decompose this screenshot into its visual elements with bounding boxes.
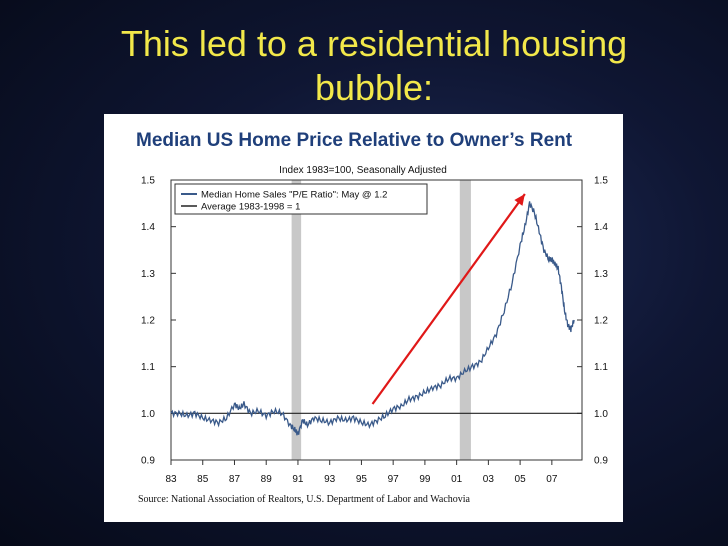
chart-panel: Median US Home Price Relative to Owner’s… — [104, 114, 623, 522]
legend-label-series: Median Home Sales "P/E Ratio": May @ 1.2 — [201, 190, 387, 201]
y-tick-label-left: 1.1 — [141, 362, 155, 373]
x-tick-label: 89 — [261, 474, 273, 485]
x-tick-label: 07 — [546, 474, 558, 485]
legend-box — [174, 183, 428, 215]
x-tick-label: 83 — [165, 474, 177, 485]
y-tick-label-left: 1.0 — [141, 409, 155, 420]
y-tick-label-left: 1.5 — [141, 176, 155, 187]
x-tick-label: 05 — [515, 474, 527, 485]
y-tick-label-right: 0.9 — [594, 456, 608, 467]
y-tick-label-left: 1.2 — [141, 316, 155, 327]
x-tick-label: 85 — [197, 474, 209, 485]
x-tick-label: 93 — [324, 474, 336, 485]
y-tick-label-right: 1.5 — [594, 176, 608, 187]
legend: Median Home Sales "P/E Ratio": May @ 1.2… — [174, 183, 428, 215]
housing-chart: Median US Home Price Relative to Owner’s… — [136, 130, 608, 505]
plot-frame — [170, 179, 583, 461]
x-tick-label: 99 — [419, 474, 431, 485]
x-tick-label: 01 — [451, 474, 463, 485]
legend-label-average: Average 1983-1998 = 1 — [201, 202, 300, 213]
x-tick-label: 03 — [483, 474, 495, 485]
y-tick-label-left: 1.4 — [141, 222, 155, 233]
x-tick-label: 97 — [388, 474, 400, 485]
chart-title: Median US Home Price Relative to Owner’s… — [136, 130, 573, 151]
recession-band-0 — [291, 180, 302, 460]
y-tick-label-left: 0.9 — [141, 456, 155, 467]
y-tick-label-right: 1.0 — [594, 409, 608, 420]
slide-title-line1: This led to a residential housing — [120, 23, 628, 64]
y-tick-label-right: 1.3 — [594, 269, 608, 280]
y-tick-label-right: 1.4 — [594, 222, 608, 233]
y-tick-label-right: 1.2 — [594, 316, 608, 327]
y-tick-label-right: 1.1 — [594, 362, 608, 373]
x-tick-label: 95 — [356, 474, 368, 485]
slide-title: This led to a residential housing bubble… — [60, 22, 688, 110]
y-tick-label-left: 1.3 — [141, 269, 155, 280]
slide-title-line2: bubble: — [314, 67, 434, 108]
x-tick-label: 87 — [229, 474, 241, 485]
trend-arrow-shaft — [371, 193, 526, 405]
recession-band-1 — [459, 180, 471, 460]
chart-source: Source: National Association of Realtors… — [138, 494, 471, 505]
trend-arrow-head — [514, 194, 525, 206]
series-line-pe-ratio — [170, 201, 575, 436]
chart-subtitle: Index 1983=100, Seasonally Adjusted — [279, 165, 447, 176]
x-tick-label: 91 — [292, 474, 304, 485]
